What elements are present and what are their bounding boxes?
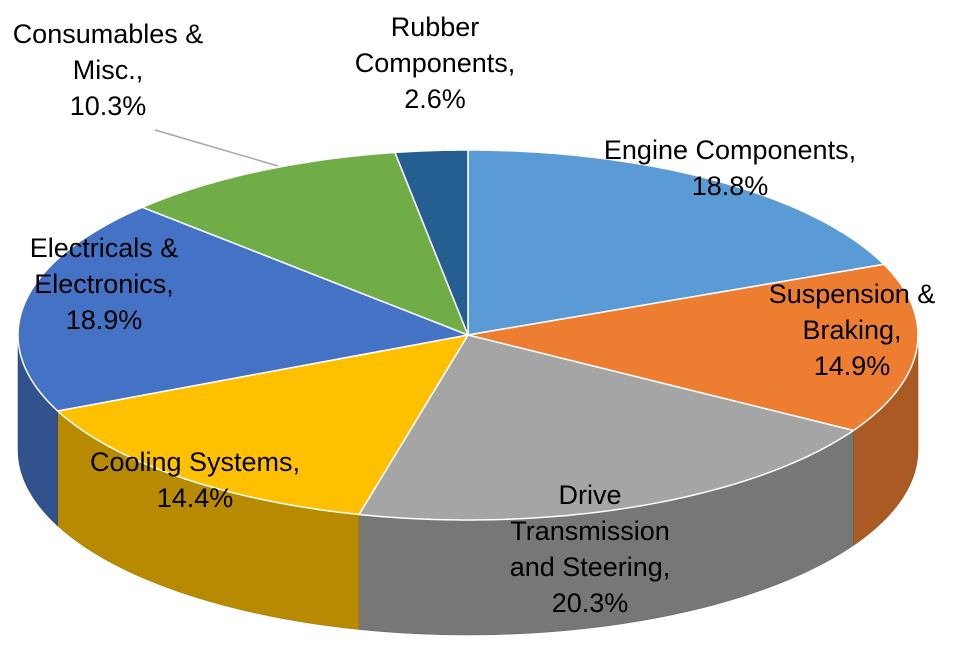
data-label: Engine Components, 18.8% [560,132,900,204]
slice-tops [17,149,919,521]
slice [17,206,471,412]
value-label: 10.3% [69,91,147,121]
slice [56,333,470,516]
category-label: Drive Transmission and Steering, [509,480,671,582]
data-label: Suspension & Braking, 14.9% [745,276,955,384]
data-label: Electricals & Electronics, 18.9% [4,230,204,338]
data-label: Drive Transmission and Steering, 20.3% [493,477,688,621]
slice [467,263,919,432]
data-label: Rubber Components, 2.6% [335,9,535,117]
value-label: 18.9% [65,305,143,335]
category-label: Rubber Components, [354,12,516,78]
category-label: Suspension & Braking, [768,279,936,345]
value-label: 2.6% [404,84,466,114]
value-label: 14.4% [156,483,234,513]
data-label: Cooling Systems, 14.4% [45,444,345,516]
category-label: Engine Components, [603,135,857,165]
value-label: 20.3% [551,588,629,618]
value-label: 18.8% [691,171,769,201]
slice-sides [17,334,919,636]
slice [467,149,886,336]
category-label: Electricals & Electronics, [29,233,179,299]
data-label: Consumables & Misc., 10.3% [11,16,206,124]
slice [357,334,856,521]
value-label: 14.9% [813,351,891,381]
category-label: Consumables & Misc., [12,19,204,85]
category-label: Cooling Systems, [89,447,301,477]
slice [393,149,469,336]
slice [140,151,470,337]
leader-line [154,129,279,167]
